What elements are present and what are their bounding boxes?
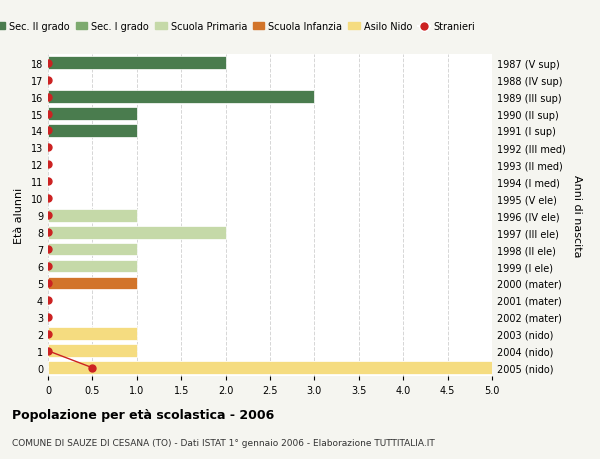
Bar xyxy=(48,243,137,256)
Bar xyxy=(48,345,137,358)
Bar xyxy=(48,362,492,374)
Bar xyxy=(48,91,314,104)
Text: COMUNE DI SAUZE DI CESANA (TO) - Dati ISTAT 1° gennaio 2006 - Elaborazione TUTTI: COMUNE DI SAUZE DI CESANA (TO) - Dati IS… xyxy=(12,438,435,448)
Bar xyxy=(48,209,137,222)
Text: Popolazione per età scolastica - 2006: Popolazione per età scolastica - 2006 xyxy=(12,409,274,421)
Bar xyxy=(48,108,137,121)
Legend: Sec. II grado, Sec. I grado, Scuola Primaria, Scuola Infanzia, Asilo Nido, Stran: Sec. II grado, Sec. I grado, Scuola Prim… xyxy=(0,18,479,36)
Bar xyxy=(48,277,137,290)
Bar xyxy=(48,125,137,138)
Y-axis label: Anni di nascita: Anni di nascita xyxy=(572,174,582,257)
Bar xyxy=(48,226,226,239)
Bar xyxy=(48,260,137,273)
Bar xyxy=(48,57,226,70)
Y-axis label: Età alunni: Età alunni xyxy=(14,188,24,244)
Bar xyxy=(48,328,137,341)
